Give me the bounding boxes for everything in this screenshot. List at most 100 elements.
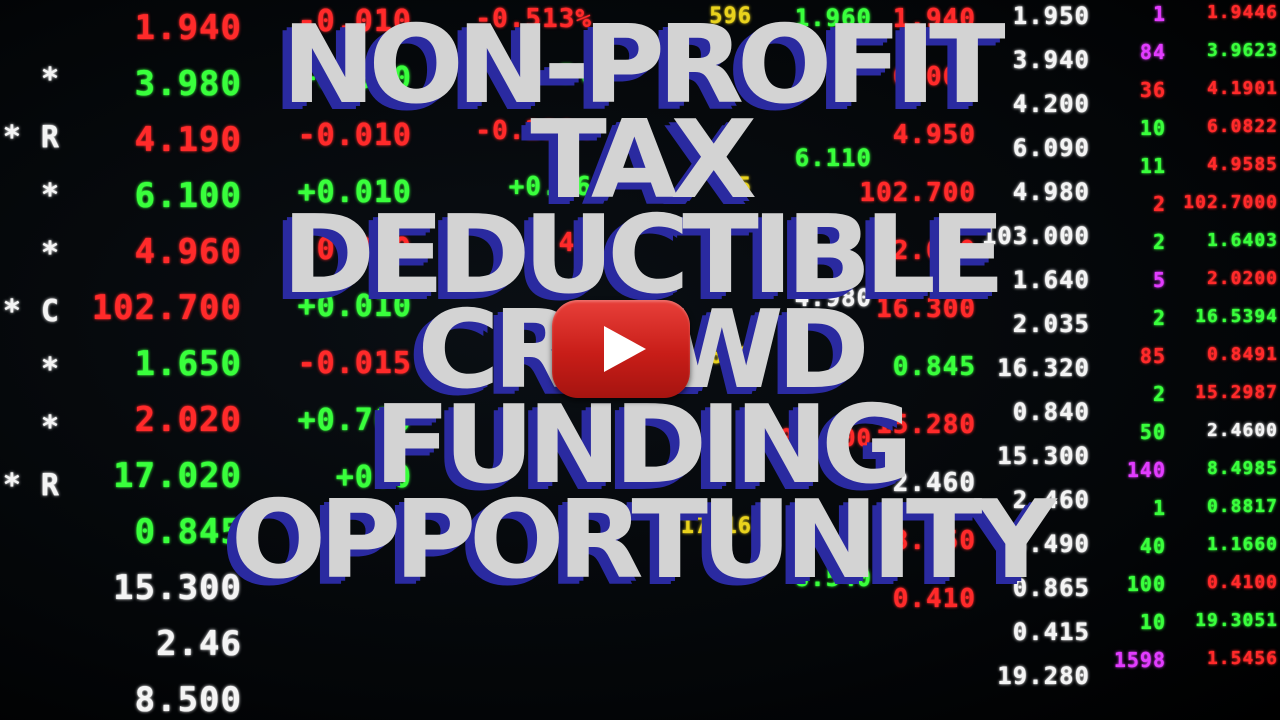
ticker-value: -0.015 xyxy=(297,346,412,381)
ticker-value: 15.2987 xyxy=(1195,382,1278,403)
ticker-value: 0.410 xyxy=(892,584,976,614)
play-button[interactable] xyxy=(552,300,690,398)
ticker-value: 6.100 xyxy=(134,176,242,216)
ticker-value: * xyxy=(40,352,60,387)
ticker-value: * xyxy=(40,62,60,97)
ticker-value: 50 xyxy=(1139,420,1166,444)
ticker-value: 2.035 xyxy=(1012,310,1090,338)
ticker-value: 0.8817 xyxy=(1206,496,1278,517)
ticker-value: 0.415 xyxy=(1012,618,1090,646)
ticker-value: 100 xyxy=(1126,572,1166,596)
play-icon xyxy=(604,326,646,372)
ticker-value: * R xyxy=(2,120,60,155)
ticker-value: 15.300 xyxy=(997,442,1090,470)
ticker-value: 16.5394 xyxy=(1195,306,1278,327)
ticker-value: 85 xyxy=(1139,344,1166,368)
headline-line-3: DEDUCTIBLE xyxy=(281,193,1006,318)
ticker-value: 2.460 xyxy=(1012,486,1090,514)
ticker-value: 2 xyxy=(1152,306,1166,330)
ticker-value: 2.020 xyxy=(134,400,242,440)
ticker-value: -0.40 xyxy=(508,228,592,258)
ticker-value: 102.700 xyxy=(763,424,872,452)
ticker-value: 102.700 xyxy=(859,178,976,208)
ticker-value: 1.650 xyxy=(134,344,242,384)
ticker-value: 2.4600 xyxy=(1206,420,1278,441)
ticker-value: 1.9446 xyxy=(1206,2,1278,23)
ticker-value: 102.700 xyxy=(91,288,242,328)
ticker-value: 8.450 xyxy=(892,526,976,556)
ticker-value: 0.4100 xyxy=(1206,572,1278,593)
ticker-value: 8.4985 xyxy=(1206,458,1278,479)
ticker-value: -0.010 xyxy=(297,4,412,39)
ticker-value: -0.010 xyxy=(297,118,412,153)
ticker-value: 3.9623 xyxy=(1206,40,1278,61)
ticker-value: 103.000 xyxy=(981,222,1090,250)
ticker-value: 4.960 xyxy=(134,232,242,272)
ticker-value: 596 xyxy=(709,4,752,29)
ticker-value: +0.010 xyxy=(297,61,412,96)
ticker-value: 1 xyxy=(1152,496,1166,520)
ticker-value: 5 xyxy=(1152,268,1166,292)
ticker-value: 2 xyxy=(1152,192,1166,216)
ticker-value: 10 xyxy=(1139,610,1166,634)
ticker-value: 8.500 xyxy=(134,680,242,720)
headline-line-5: FUNDING xyxy=(373,383,913,508)
ticker-value: 1.950 xyxy=(1012,2,1090,30)
ticker-value: +0.0 xyxy=(335,460,412,495)
ticker-value: 84 xyxy=(1139,40,1166,64)
ticker-value: 4.9585 xyxy=(1206,154,1278,175)
ticker-value: * xyxy=(40,178,60,213)
ticker-value: 19.3051 xyxy=(1195,610,1278,631)
ticker-value: +0.16 xyxy=(508,172,592,202)
ticker-value: +0.700 xyxy=(297,403,412,438)
ticker-value: 0.845 xyxy=(892,352,976,382)
ticker-value: 17.020 xyxy=(113,456,242,496)
ticker-value: * C xyxy=(2,294,60,329)
ticker-value: 6.110 xyxy=(794,144,872,172)
ticker-value: 4.200 xyxy=(1012,90,1090,118)
ticker-value: * xyxy=(40,236,60,271)
ticker-value: 10 xyxy=(1139,116,1166,140)
ticker-value: 0.865 xyxy=(1012,574,1090,602)
ticker-value: 2.0200 xyxy=(1206,268,1278,289)
ticker-value: 1598 xyxy=(1113,648,1166,672)
ticker-value: 15.300 xyxy=(113,568,242,608)
ticker-value: 1 xyxy=(1152,2,1166,26)
ticker-value: 18600 xyxy=(680,344,752,369)
ticker-value: 4.980 xyxy=(1012,178,1090,206)
headline-line-6: OPPORTUNITY xyxy=(230,478,1057,603)
ticker-value: 3.940 xyxy=(1012,46,1090,74)
ticker-value: 102.7000 xyxy=(1183,192,1278,213)
ticker-value: 4.1901 xyxy=(1206,78,1278,99)
ticker-value: 15.280 xyxy=(876,410,976,440)
ticker-value: +0.010 xyxy=(297,289,412,324)
ticker-value: 6.060 xyxy=(892,62,976,92)
ticker-value: 11 xyxy=(1139,154,1166,178)
ticker-value: 6.0822 xyxy=(1206,116,1278,137)
ticker-value: 1.5456 xyxy=(1206,648,1278,669)
ticker-value: 0.845 xyxy=(134,512,242,552)
ticker-value: 0.840 xyxy=(1012,398,1090,426)
ticker-value: -0.238% xyxy=(475,116,592,146)
headline-line-2: TAX xyxy=(530,98,757,223)
ticker-value: 5% xyxy=(558,60,592,90)
ticker-value: 2 xyxy=(1152,382,1166,406)
ticker-value: 6.090 xyxy=(1012,134,1090,162)
ticker-value: -0.020 xyxy=(297,232,412,267)
ticker-value: 17716 xyxy=(680,514,752,539)
ticker-value: 5 xyxy=(737,174,752,199)
ticker-value: 16.320 xyxy=(997,354,1090,382)
ticker-value: 1.960 xyxy=(794,4,872,32)
ticker-value: 4.980 xyxy=(794,284,872,312)
ticker-value: * R xyxy=(2,468,60,503)
ticker-value: * xyxy=(40,410,60,445)
ticker-value: 16.300 xyxy=(876,294,976,324)
headline-line-1: NON-PROFIT xyxy=(281,3,1006,128)
ticker-value: 1.6403 xyxy=(1206,230,1278,251)
ticker-value: 0.8491 xyxy=(1206,344,1278,365)
ticker-value: 4.950 xyxy=(892,120,976,150)
ticker-value: -0.513% xyxy=(475,4,592,34)
ticker-value: 2.020 xyxy=(892,236,976,266)
ticker-value: 2.460 xyxy=(892,468,976,498)
